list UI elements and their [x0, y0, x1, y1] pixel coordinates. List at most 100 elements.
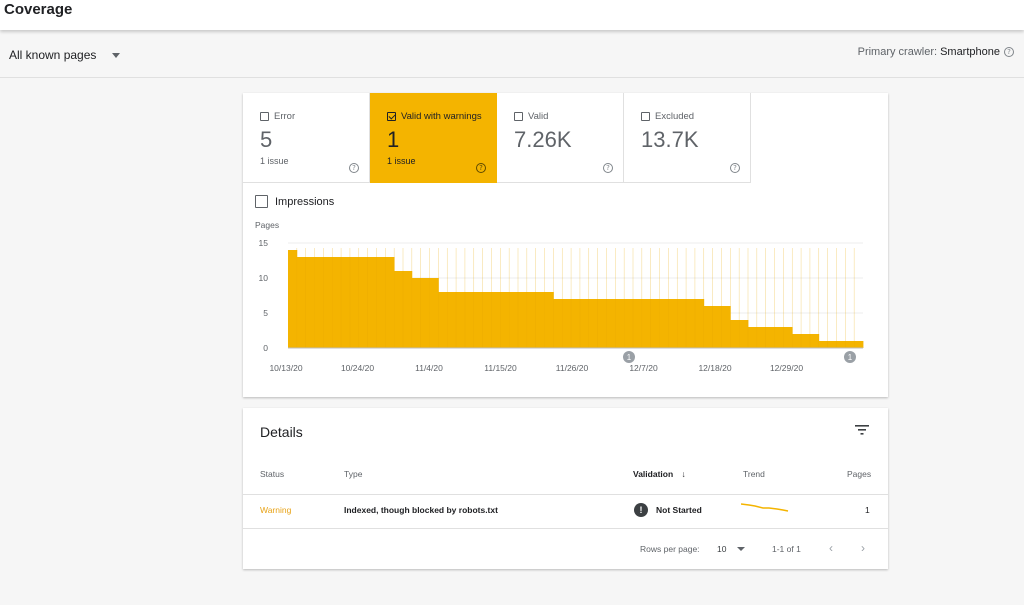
- column-header-pages[interactable]: Pages: [847, 469, 872, 479]
- chart-bar: [854, 341, 864, 348]
- status-tiles: Error 5 1 issue ? Valid with warnings 1 …: [243, 93, 751, 183]
- tile-valid-with-warnings[interactable]: Valid with warnings 1 1 issue ?: [370, 93, 497, 183]
- x-tick-label: 12/29/20: [770, 363, 803, 373]
- column-header-trend[interactable]: Trend: [743, 469, 765, 479]
- checkbox-icon[interactable]: [260, 112, 269, 121]
- column-header-status[interactable]: Status: [260, 469, 285, 479]
- chart-bar: [756, 327, 767, 348]
- details-card: Details Status Type Validation ↓ Trend P…: [243, 408, 888, 569]
- x-tick-label: 10/24/20: [341, 363, 374, 373]
- chart-bar: [730, 320, 740, 348]
- chart-bar: [500, 292, 510, 348]
- chart-bar: [668, 299, 678, 348]
- chart-bar: [792, 334, 802, 348]
- chart-bar: [588, 299, 599, 348]
- known-pages-dropdown[interactable]: All known pages: [9, 46, 121, 64]
- chart-bar: [314, 257, 324, 348]
- details-title: Details: [260, 424, 303, 440]
- tile-error[interactable]: Error 5 1 issue ?: [243, 93, 370, 183]
- row-validation: Not Started: [656, 505, 702, 515]
- chart-bar: [535, 292, 545, 348]
- chart-bar: [677, 299, 687, 348]
- chart-bar: [606, 299, 616, 348]
- chevron-down-icon[interactable]: [737, 547, 745, 551]
- page-title: Coverage: [4, 1, 73, 18]
- alert-icon: !: [634, 503, 648, 517]
- chart-bar: [694, 299, 705, 348]
- help-icon[interactable]: ?: [1004, 47, 1014, 57]
- column-header-validation[interactable]: Validation ↓: [633, 469, 686, 479]
- impressions-toggle[interactable]: Impressions: [255, 195, 334, 208]
- chart-bar: [553, 299, 563, 348]
- tile-value: 5: [260, 127, 273, 152]
- known-pages-dropdown-label: All known pages: [9, 48, 97, 62]
- chart-bar: [783, 327, 793, 348]
- primary-crawler-value: Smartphone: [940, 46, 1000, 58]
- x-tick-label: 11/26/20: [556, 363, 589, 373]
- top-app-bar: Coverage: [0, 0, 1024, 30]
- trend-sparkline: [741, 503, 789, 512]
- chart-bar: [845, 341, 855, 348]
- help-icon[interactable]: ?: [730, 163, 740, 173]
- tile-valid[interactable]: Valid 7.26K ?: [497, 93, 624, 183]
- help-icon[interactable]: ?: [349, 163, 359, 173]
- chart-bar: [836, 341, 846, 348]
- divider: [243, 528, 888, 529]
- divider: [243, 494, 888, 495]
- chart-bar: [721, 306, 731, 348]
- x-tick-label: 11/15/20: [484, 363, 517, 373]
- chart-bar: [473, 292, 484, 348]
- primary-crawler-info: Primary crawler: Smartphone ?: [858, 46, 1014, 58]
- chart-bar: [429, 278, 439, 348]
- chart-bar: [296, 257, 307, 348]
- chart-bar: [526, 292, 537, 348]
- column-header-type[interactable]: Type: [344, 469, 363, 479]
- chart-bar: [765, 327, 775, 348]
- chart-bar: [385, 257, 395, 348]
- chart-bar: [376, 257, 386, 348]
- filter-bar: All known pages Primary crawler: Smartph…: [0, 30, 1024, 78]
- annotation-label: 1: [848, 353, 853, 362]
- pagination-range: 1-1 of 1: [772, 544, 801, 554]
- summary-card: Error 5 1 issue ? Valid with warnings 1 …: [243, 93, 888, 397]
- chevron-down-icon: [112, 52, 121, 58]
- chart-bar: [774, 327, 784, 348]
- chart-bar: [349, 257, 360, 348]
- checkbox-checked-icon[interactable]: [387, 112, 396, 121]
- chart-bar: [659, 299, 669, 348]
- y-tick-label: 15: [259, 238, 269, 248]
- rows-per-page-select[interactable]: 10: [717, 544, 727, 554]
- checkbox-icon[interactable]: [641, 112, 650, 121]
- chart-bar: [597, 299, 607, 348]
- chart-bar: [650, 299, 660, 348]
- chart-bar: [464, 292, 475, 348]
- annotation-marker: [623, 351, 635, 363]
- chart-bar: [827, 341, 837, 348]
- row-status: Warning: [260, 505, 292, 515]
- chart-bar: [358, 257, 369, 348]
- checkbox-icon[interactable]: [255, 195, 268, 208]
- chart-bar: [438, 292, 448, 348]
- chart-bar: [367, 257, 377, 348]
- coverage-chart: Pages 0 5 10 15 10/13/20 10/24/20 11/4/20 11/15/…: [255, 220, 864, 373]
- chart-bar: [544, 292, 554, 348]
- chart-bar: [712, 306, 722, 348]
- help-icon[interactable]: ?: [603, 163, 613, 173]
- previous-page-button[interactable]: ‹: [829, 541, 833, 555]
- chart-bar: [818, 341, 829, 348]
- chart-bar: [571, 299, 581, 348]
- help-icon[interactable]: ?: [476, 163, 486, 173]
- tile-excluded[interactable]: Excluded 13.7K ?: [624, 93, 751, 183]
- y-tick-label: 10: [259, 273, 269, 283]
- tile-issue-count: 1 issue: [260, 156, 289, 166]
- next-page-button[interactable]: ›: [861, 541, 865, 555]
- checkbox-icon[interactable]: [514, 112, 523, 121]
- chart-bar: [615, 299, 625, 348]
- chart-bar: [739, 320, 749, 348]
- x-tick-label: 12/7/20: [629, 363, 658, 373]
- chart-bar: [801, 334, 811, 348]
- filter-icon[interactable]: [855, 424, 869, 436]
- chart-bar: [411, 278, 422, 348]
- y-axis-label: Pages: [255, 220, 279, 230]
- primary-crawler-label: Primary crawler:: [857, 46, 938, 58]
